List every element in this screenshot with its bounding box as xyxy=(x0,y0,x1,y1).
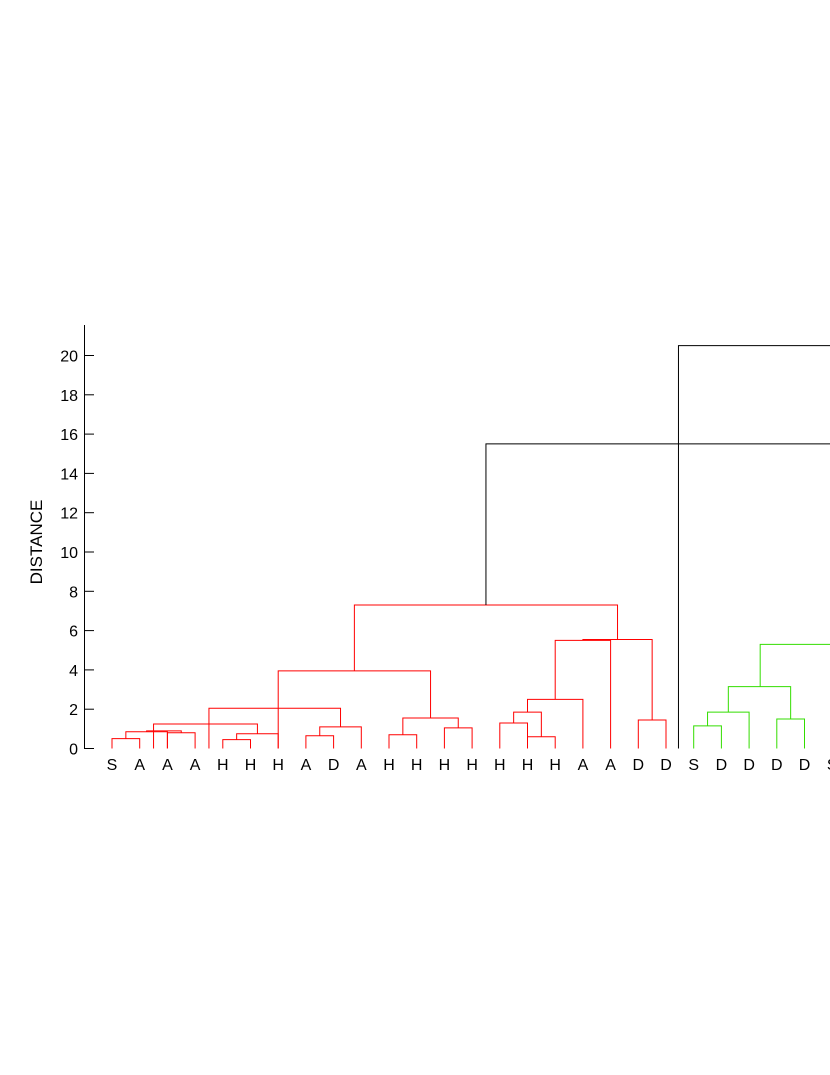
leaf-label: H xyxy=(217,757,229,774)
dendrogram-link xyxy=(388,734,418,749)
leaf-label: A xyxy=(301,757,312,774)
dendrogram-link xyxy=(208,707,342,749)
dendrogram-link xyxy=(236,733,279,749)
dendrogram-link xyxy=(637,719,667,749)
leaf-label: H xyxy=(466,757,478,774)
leaf-labels: SAAAHHHADAHHHHHHHAADDSDDDDS xyxy=(107,757,830,774)
dendrogram-link xyxy=(776,718,805,749)
dendrogram-link xyxy=(166,732,196,749)
leaf-label: H xyxy=(439,757,451,774)
leaf-label: H xyxy=(272,757,284,774)
y-tick-label: 12 xyxy=(60,506,78,523)
leaf-label: D xyxy=(799,757,811,774)
dendrogram-link xyxy=(277,670,432,749)
leaf-label: H xyxy=(522,757,534,774)
dendrogram-link xyxy=(759,643,830,687)
y-axis-label: DISTANCE xyxy=(27,500,46,585)
leaf-label: S xyxy=(688,757,699,774)
leaf-label: A xyxy=(578,757,589,774)
leaf-label: A xyxy=(162,757,173,774)
y-tick-label: 6 xyxy=(69,624,78,641)
dendrogram-link xyxy=(222,739,251,749)
dendrogram-link xyxy=(499,722,528,749)
y-tick-label: 20 xyxy=(60,349,78,366)
dendrogram-link xyxy=(353,604,619,671)
y-tick-label: 16 xyxy=(60,427,78,444)
dendrogram-link xyxy=(146,730,182,733)
y-axis-ticks: 0 2 4 6 8 10 12 14 16 18 20 xyxy=(60,349,94,759)
leaf-label: S xyxy=(827,757,830,774)
leaf-label: D xyxy=(660,757,672,774)
leaf-label: D xyxy=(716,757,728,774)
dendrogram-link xyxy=(727,686,792,720)
leaf-label: S xyxy=(107,757,118,774)
dendrogram-link xyxy=(402,717,459,735)
dendrogram-link xyxy=(485,443,830,606)
leaf-label: A xyxy=(356,757,367,774)
dendrogram-link xyxy=(707,711,750,749)
dendrogram-link xyxy=(582,638,653,721)
leaf-label: A xyxy=(605,757,616,774)
leaf-label: H xyxy=(245,757,257,774)
dendrogram-link xyxy=(153,723,258,749)
y-tick-label: 2 xyxy=(69,702,78,719)
leaf-label: A xyxy=(134,757,145,774)
y-tick-label: 0 xyxy=(69,742,78,759)
dendrogram-link xyxy=(513,711,542,737)
dendrogram-link xyxy=(443,727,473,749)
dendrogram-link xyxy=(693,725,722,749)
leaf-label: D xyxy=(633,757,645,774)
y-tick-label: 10 xyxy=(60,545,78,562)
y-tick-label: 18 xyxy=(60,388,78,405)
leaf-label: D xyxy=(743,757,755,774)
leaf-label: H xyxy=(411,757,423,774)
y-tick-label: 4 xyxy=(69,663,78,680)
dendrogram-link xyxy=(111,738,141,749)
leaf-label: H xyxy=(494,757,506,774)
dendrogram-link xyxy=(527,736,556,749)
dendrogram-link xyxy=(125,731,168,749)
dendrogram-link xyxy=(677,345,830,749)
leaf-label: A xyxy=(190,757,201,774)
dendrogram-link xyxy=(319,726,362,749)
dendrogram-link xyxy=(305,735,335,749)
y-tick-label: 8 xyxy=(69,584,78,601)
leaf-label: H xyxy=(383,757,395,774)
leaf-label: D xyxy=(328,757,340,774)
leaf-label: H xyxy=(549,757,561,774)
leaf-label: D xyxy=(771,757,783,774)
y-tick-label: 14 xyxy=(60,466,78,483)
dendrogram-links xyxy=(111,345,830,749)
